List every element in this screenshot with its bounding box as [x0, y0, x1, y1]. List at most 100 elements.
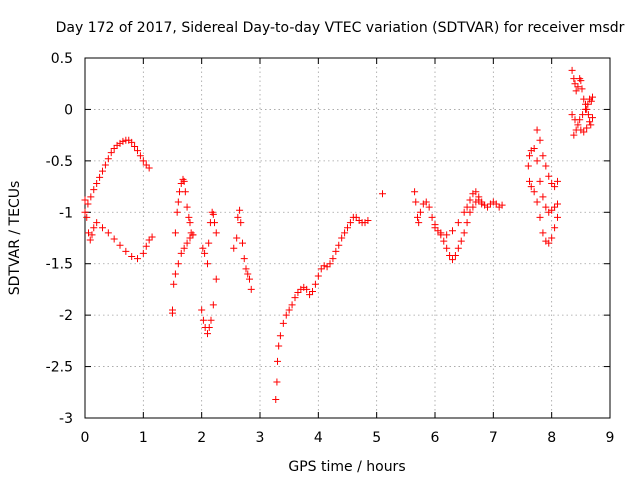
data-point-marker: [545, 239, 553, 247]
data-point-marker: [574, 83, 582, 91]
data-point-marker: [110, 235, 118, 243]
data-point-marker: [580, 128, 588, 136]
data-point-marker: [142, 161, 150, 169]
data-point-marker: [139, 157, 147, 165]
data-point-marker: [282, 311, 290, 319]
y-tick-label: -2.5: [46, 360, 73, 376]
grid-lines: [85, 58, 610, 418]
data-point-marker: [311, 280, 319, 288]
data-point-marker: [294, 289, 302, 297]
y-tick-label: -0.5: [46, 154, 73, 170]
data-point-marker: [446, 251, 454, 259]
data-point-marker: [472, 188, 480, 196]
data-point-marker: [484, 203, 491, 211]
data-point-marker: [279, 319, 287, 327]
data-point-marker: [180, 244, 188, 252]
chart-title: Day 172 of 2017, Sidereal Day-to-day VTE…: [56, 20, 625, 36]
data-point-marker: [181, 188, 189, 196]
data-point-marker: [209, 301, 217, 309]
data-point-marker: [207, 316, 215, 324]
data-point-marker: [574, 121, 582, 129]
data-point-marker: [212, 275, 220, 283]
data-point-marker: [122, 247, 130, 255]
data-point-marker: [134, 255, 141, 263]
data-point-marker: [128, 138, 136, 146]
data-point-marker: [526, 152, 533, 160]
data-point-marker: [542, 203, 550, 211]
data-point-marker: [579, 111, 587, 119]
data-point-marker: [338, 234, 346, 242]
data-point-marker: [107, 149, 115, 157]
data-point-marker: [498, 201, 506, 209]
data-point-marker: [81, 196, 89, 204]
data-point-marker: [174, 198, 182, 206]
data-point-marker: [86, 236, 94, 244]
y-tick-label: 0: [64, 102, 73, 118]
data-point-marker: [101, 161, 109, 169]
x-tick-label: 6: [431, 430, 440, 446]
data-point-marker: [242, 265, 250, 273]
data-point-marker: [247, 285, 255, 293]
y-tick-label: 0.5: [51, 51, 73, 67]
data-point-marker: [414, 213, 421, 221]
data-point-marker: [186, 234, 194, 242]
data-point-marker: [185, 213, 193, 221]
data-point-marker: [303, 285, 311, 293]
data-point-marker: [145, 236, 153, 244]
x-axis-tick-labels: 0 1 2 3 4 5 6 7 8 9: [81, 430, 615, 446]
data-point-marker: [183, 239, 191, 247]
data-point-marker: [329, 255, 337, 263]
data-point-marker: [211, 219, 218, 227]
data-point-marker: [87, 193, 95, 201]
data-point-marker: [572, 87, 580, 95]
y-tick-label: -2: [59, 308, 73, 324]
data-point-marker: [134, 147, 141, 155]
data-point-marker: [212, 229, 220, 237]
x-tick-label: 5: [372, 430, 381, 446]
data-point-marker: [199, 316, 207, 324]
data-point-marker: [198, 306, 206, 314]
data-point-marker: [273, 378, 281, 386]
x-tick-label: 3: [256, 430, 265, 446]
data-point-marker: [139, 249, 147, 257]
data-point-marker: [416, 208, 424, 216]
data-point-marker: [570, 75, 578, 83]
data-point-marker: [230, 244, 238, 252]
data-point-marker: [460, 229, 468, 237]
data-point-marker: [205, 323, 213, 331]
data-point-marker: [584, 111, 592, 119]
data-point-marker: [110, 145, 118, 153]
data-point-marker: [233, 234, 241, 242]
data-point-marker: [275, 342, 283, 350]
data-point-marker: [536, 136, 544, 144]
data-point-marker: [440, 237, 448, 245]
data-point-marker: [323, 263, 331, 271]
data-point-marker: [584, 100, 592, 108]
data-point-marker: [572, 126, 580, 134]
data-point-marker: [204, 260, 211, 268]
x-tick-label: 8: [547, 430, 556, 446]
data-point-marker: [533, 157, 541, 165]
data-point-marker: [320, 262, 328, 270]
data-point-marker: [84, 200, 92, 208]
data-point-marker: [428, 213, 436, 221]
data-point-marker: [306, 291, 314, 299]
data-point-marker: [237, 219, 245, 227]
data-point-marker: [466, 196, 474, 204]
data-point-marker: [570, 131, 578, 139]
data-point-marker: [478, 200, 486, 208]
data-point-marker: [539, 229, 547, 237]
data-point-marker: [90, 186, 98, 194]
data-point-marker: [186, 219, 194, 227]
data-point-marker: [460, 208, 468, 216]
data-point-marker: [344, 224, 351, 232]
data-point-marker: [128, 253, 136, 261]
data-point-marker: [586, 118, 594, 126]
data-point-marker: [568, 111, 576, 119]
data-point-marker: [524, 162, 532, 170]
data-point-marker: [170, 280, 178, 288]
data-point-marker: [239, 239, 246, 247]
data-point-marker: [131, 142, 139, 150]
data-point-marker: [119, 137, 127, 145]
